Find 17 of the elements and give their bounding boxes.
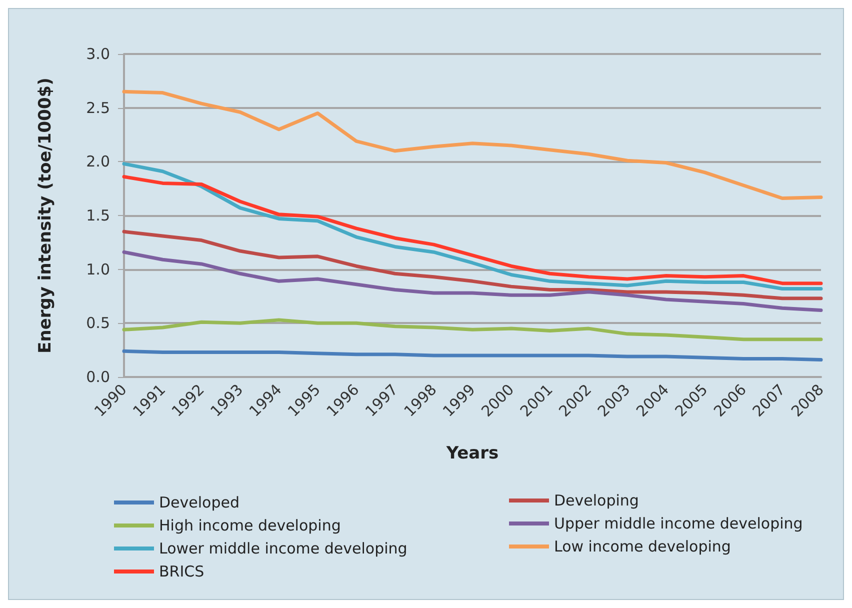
legend-label: Upper middle income developing [554,514,803,532]
y-tick-label: 3.0 [86,45,110,63]
y-tick-label: 1.5 [86,206,110,224]
y-axis-title: Energy intensity (toe/1000$) [36,78,56,354]
y-tick-label: 2.5 [86,98,110,117]
legend-label: Developing [554,492,639,510]
legend-label: Developed [159,494,240,512]
y-tick-label: 0.5 [86,314,110,332]
line-series [122,349,823,362]
y-tick-label: 0.0 [86,368,110,386]
legend-label: High income developing [159,516,341,534]
legend-label: Lower middle income developing [159,540,408,558]
legend-label: Low income developing [554,538,731,556]
y-tick-label: 1.0 [86,260,110,278]
x-axis-title: Years [445,444,499,464]
y-tick-label: 2.0 [86,152,110,171]
legend-label: BRICS [159,562,204,580]
